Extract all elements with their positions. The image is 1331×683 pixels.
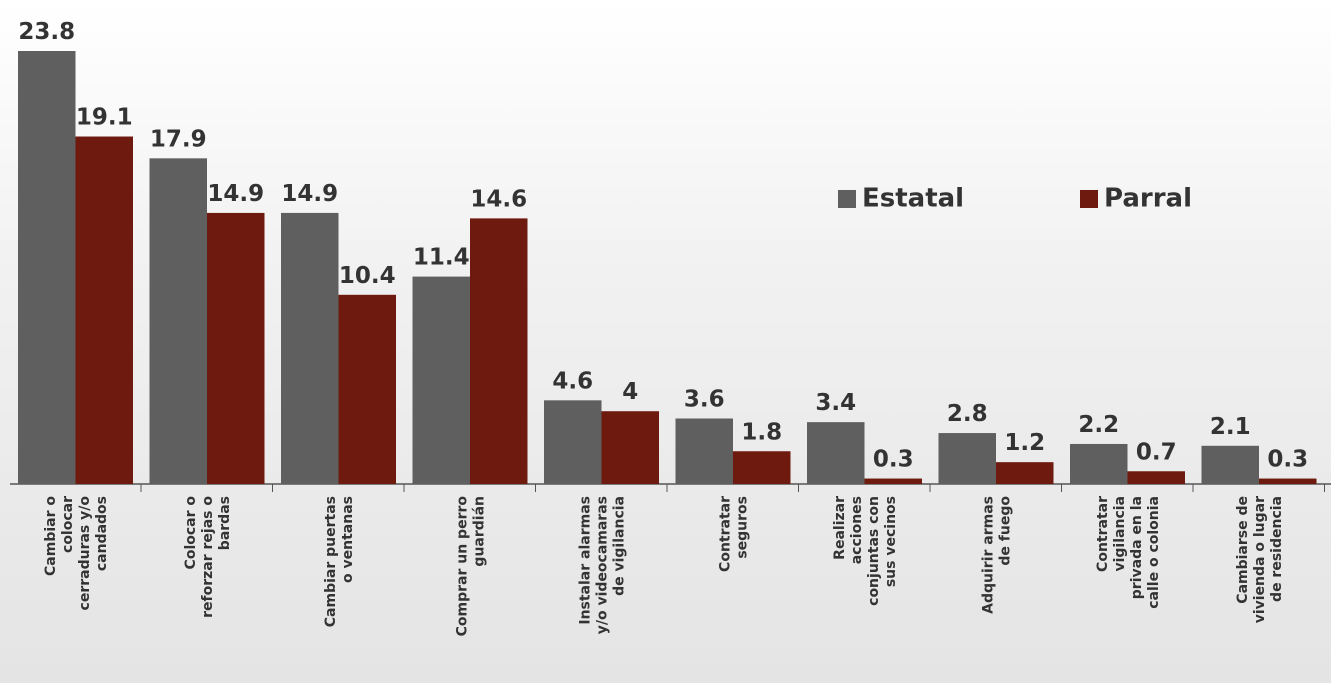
bar <box>996 462 1054 484</box>
x-tick-label: Instalar alarmasy/o videocamarasde vigil… <box>578 496 628 634</box>
bar <box>601 411 659 484</box>
label-line: privada en la <box>1129 496 1145 599</box>
label-line: Cambiarse de <box>1235 496 1251 604</box>
label-line: reforzar rejas o <box>200 496 216 618</box>
label-line: bardas <box>217 496 233 550</box>
bar <box>281 212 339 484</box>
label-line: acciones <box>849 496 865 564</box>
label-line: seguros <box>735 496 751 559</box>
x-tick-label: Adquirir armasde fuego <box>981 496 1014 614</box>
label-line: Colocar o <box>183 496 199 570</box>
label-line: Cambiar puertas <box>323 496 339 627</box>
x-tick-label: Cambiar puertaso ventanas <box>323 496 356 627</box>
bar <box>544 400 602 484</box>
label-line: de residencia <box>1269 496 1285 602</box>
label-line: y/o videocamaras <box>595 496 611 634</box>
label-line: Contratar <box>1095 496 1111 572</box>
label-line: calle o colonia <box>1146 496 1162 609</box>
bar <box>675 418 733 484</box>
x-tick-label: Contratarseguros <box>718 496 751 572</box>
label-line: vivienda o lugar <box>1252 496 1268 623</box>
value-label: 4 <box>622 379 638 405</box>
label-line: Adquirir armas <box>981 496 997 614</box>
value-label: 2.2 <box>1078 412 1119 438</box>
label-line: Realizar <box>832 496 848 560</box>
value-label: 4.6 <box>552 368 593 394</box>
bar <box>18 51 76 484</box>
bar <box>733 451 791 484</box>
label-line: Comprar un perro <box>455 496 471 637</box>
x-tick-label: Cambiarse devivienda o lugarde residenci… <box>1235 496 1285 623</box>
value-label: 14.6 <box>470 186 527 212</box>
value-label: 14.9 <box>207 181 264 207</box>
legend-label: Parral <box>1104 184 1192 214</box>
label-line: o ventanas <box>340 496 356 583</box>
label-line: cerraduras y/o <box>77 496 93 611</box>
bar <box>149 158 207 484</box>
bar <box>1201 445 1259 484</box>
bar <box>864 478 922 484</box>
value-label: 0.7 <box>1136 439 1177 465</box>
bar <box>338 294 396 484</box>
value-label: 17.9 <box>150 126 207 152</box>
x-tick-label: Contratarvigilanciaprivada en lacalle o … <box>1095 496 1162 609</box>
x-tick-label: Realizaraccionesconjuntas consus vecinos <box>832 496 899 606</box>
bar <box>75 136 133 484</box>
label-line: de fuego <box>998 496 1014 566</box>
label-line: colocar <box>60 496 76 553</box>
x-tick-label: Cambiar ocolocarcerraduras y/ocandados <box>43 496 110 611</box>
label-line: guardián <box>472 496 488 567</box>
value-label: 19.1 <box>76 105 133 131</box>
label-line: sus vecinos <box>883 496 899 587</box>
bar <box>470 218 528 484</box>
x-tick-label: Colocar oreforzar rejas obardas <box>183 496 233 618</box>
value-label: 2.1 <box>1210 414 1251 440</box>
label-line: conjuntas con <box>866 496 882 606</box>
value-label: 11.4 <box>413 245 470 271</box>
bar <box>807 422 865 484</box>
legend-swatch <box>838 190 856 208</box>
value-label: 23.8 <box>18 19 75 45</box>
label-line: vigilancia <box>1112 496 1128 572</box>
bar <box>412 276 470 484</box>
label-line: candados <box>94 496 110 571</box>
value-label: 1.2 <box>1004 430 1045 456</box>
value-label: 0.3 <box>1267 447 1308 473</box>
legend-swatch <box>1080 190 1098 208</box>
value-label: 3.4 <box>815 390 856 416</box>
legend-label: Estatal <box>862 184 964 214</box>
value-label: 3.6 <box>684 387 725 413</box>
label-line: de vigilancia <box>612 496 628 596</box>
value-label: 2.8 <box>947 401 988 427</box>
value-label: 10.4 <box>339 263 396 289</box>
value-label: 1.8 <box>741 419 782 445</box>
bar <box>938 433 996 484</box>
x-tick-label: Comprar un perroguardián <box>455 496 488 637</box>
value-label: 0.3 <box>873 447 914 473</box>
value-label: 14.9 <box>281 181 338 207</box>
bar <box>1070 443 1128 484</box>
bar <box>1259 478 1317 484</box>
label-line: Cambiar o <box>43 496 59 576</box>
bar <box>1127 471 1185 484</box>
bar <box>207 212 265 484</box>
label-line: Contratar <box>718 496 734 572</box>
label-line: Instalar alarmas <box>578 496 594 625</box>
